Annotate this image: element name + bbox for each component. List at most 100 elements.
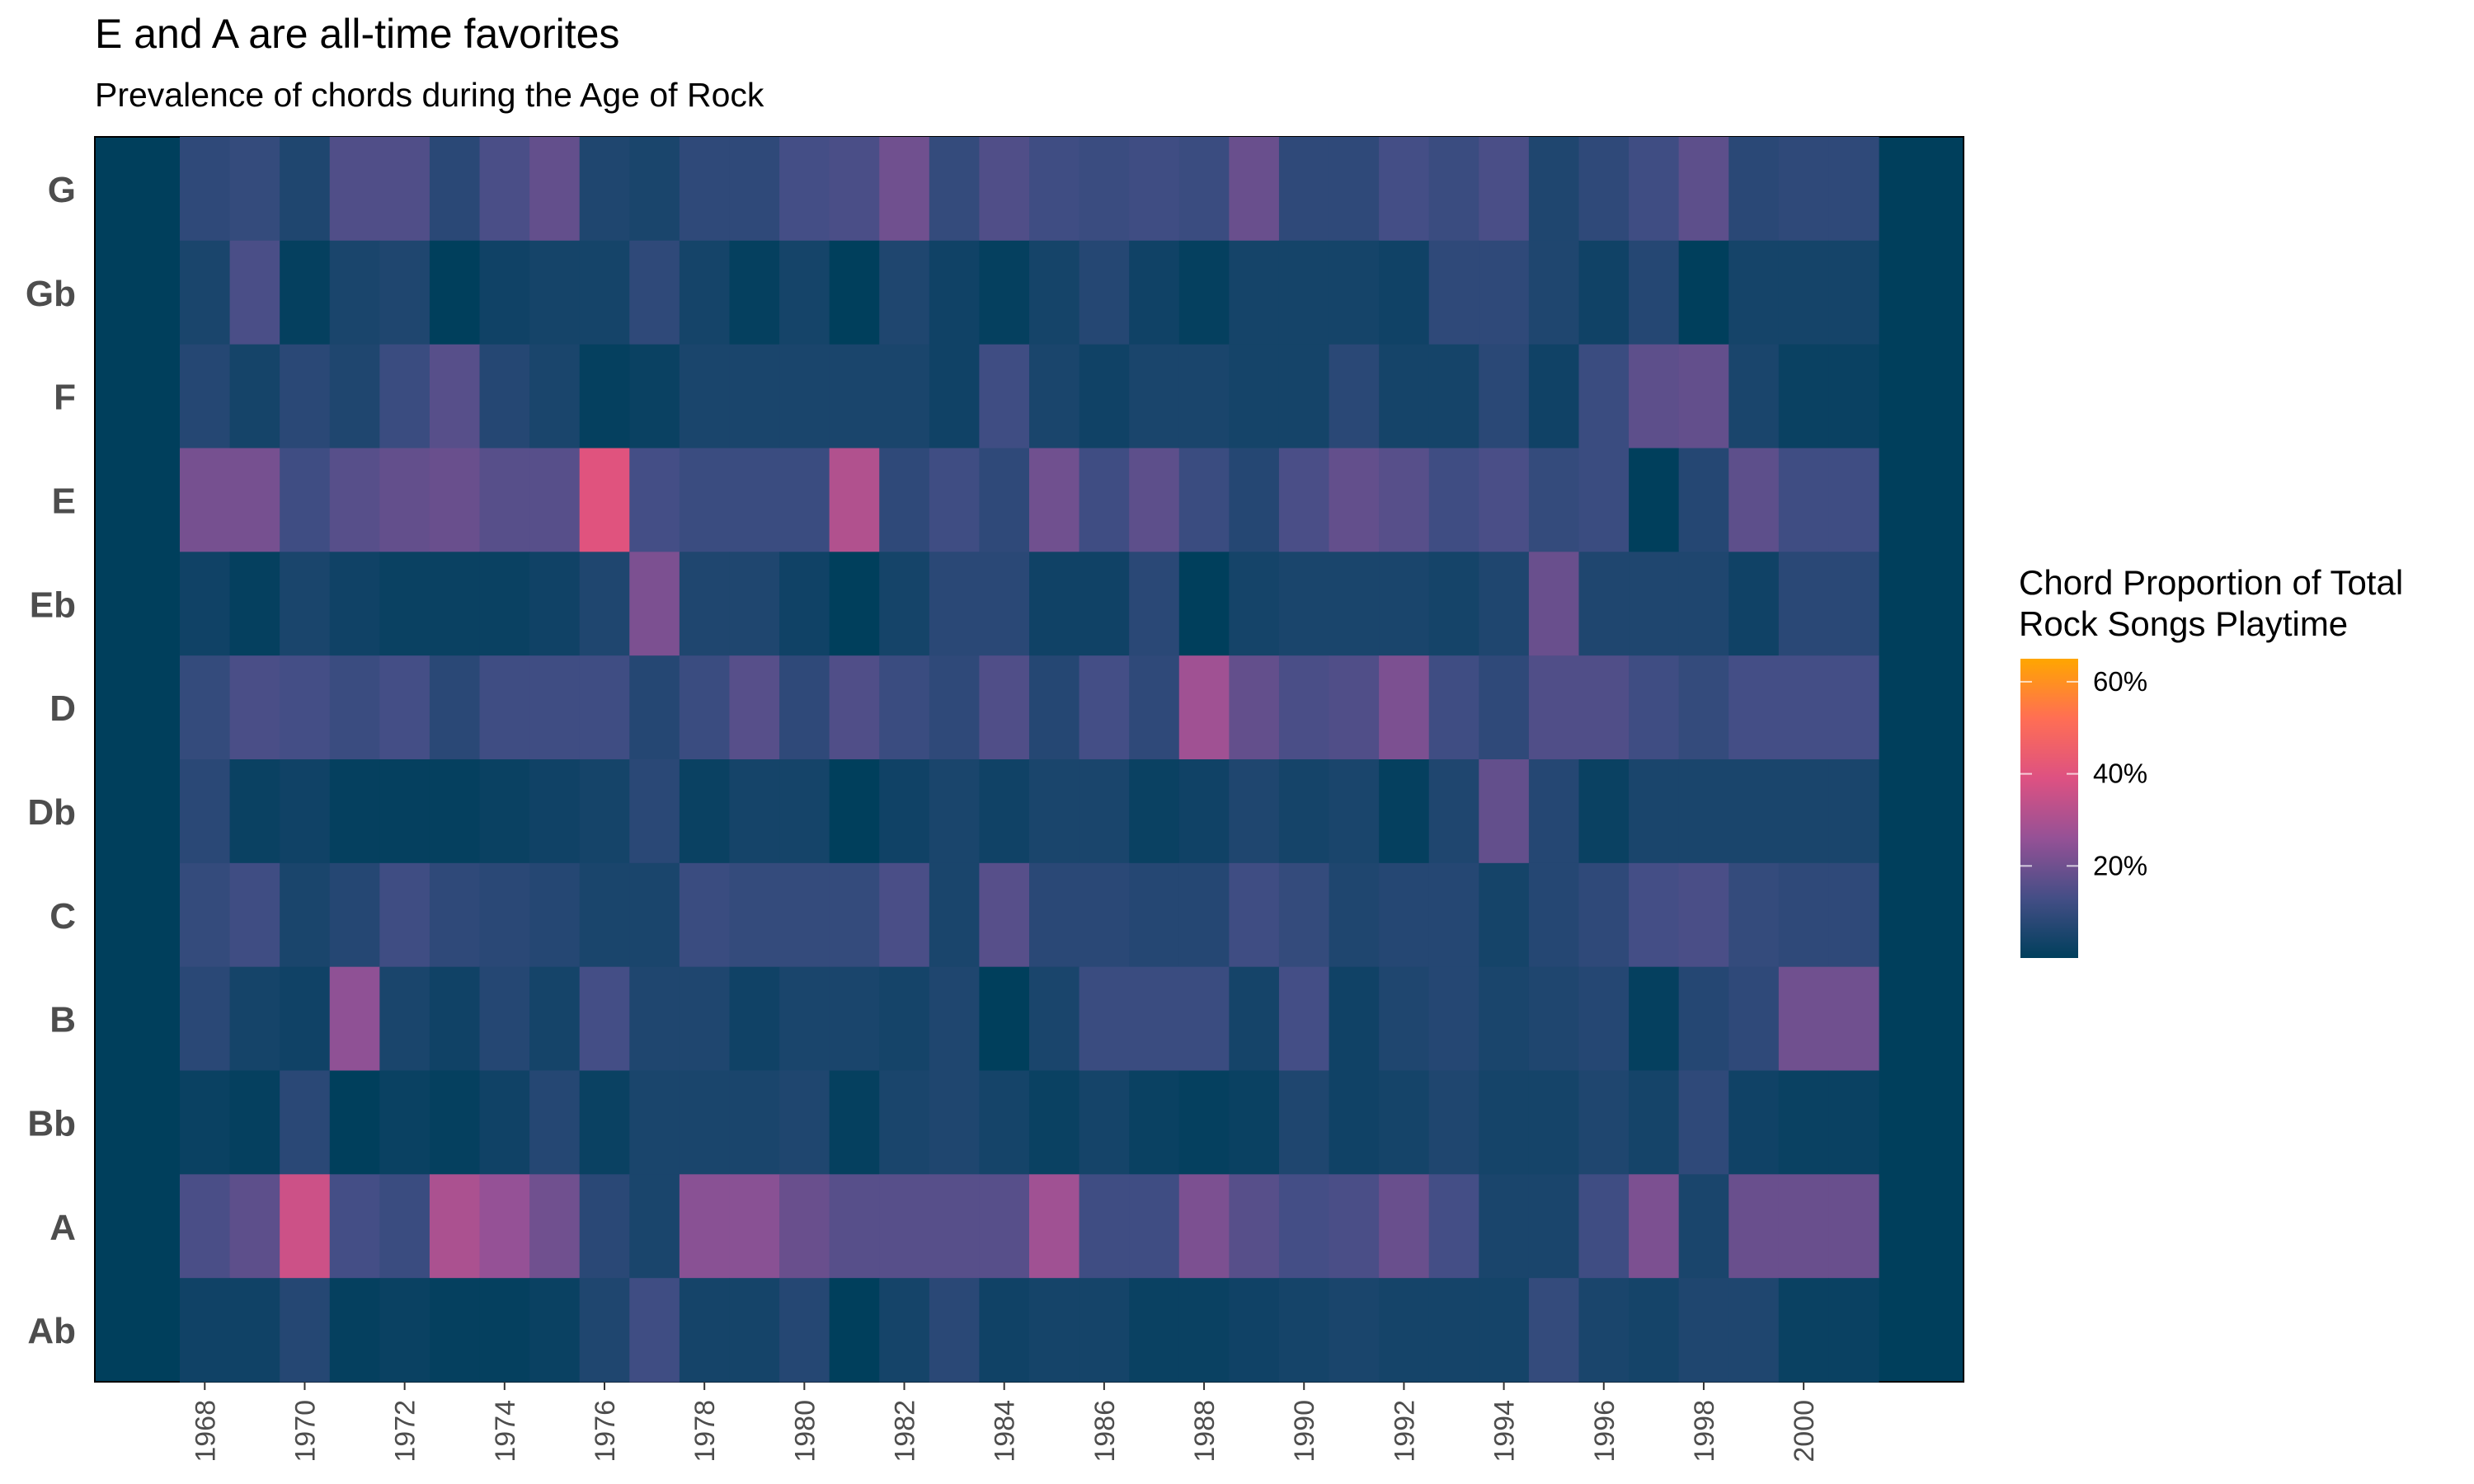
heatmap-cell-Ab-1989 <box>1229 1278 1280 1383</box>
heatmap-cell-Bb-1968 <box>180 1070 231 1175</box>
heatmap-cell-B-1977 <box>629 966 680 1072</box>
heatmap-cell-Ab-1990 <box>1278 1278 1330 1383</box>
x-tick-label-1996: 1996 <box>1589 1400 1620 1463</box>
heatmap-cell-B-1979 <box>729 966 780 1072</box>
heatmap-cell-B-1990 <box>1278 966 1330 1072</box>
heatmap-cell-F-1996 <box>1578 344 1630 449</box>
heatmap-cell-Db-1989 <box>1229 759 1280 864</box>
heatmap-cell-Bb-1996 <box>1578 1070 1630 1175</box>
heatmap-cell-G-1982 <box>879 137 930 242</box>
heatmap-cell-Db-1976 <box>579 759 630 864</box>
heatmap-cell-Eb-1998 <box>1678 552 1729 656</box>
heatmap-cell-Eb-1985 <box>1029 552 1080 656</box>
heatmap-cell-Ab-1993 <box>1428 1278 1479 1383</box>
heatmap-cell-C-2001 <box>1828 862 1879 968</box>
heatmap-cell-Ab-1973 <box>429 1278 481 1383</box>
heatmap-cell-E-1995 <box>1528 448 1580 552</box>
heatmap-cell-Db-2000 <box>1778 759 1830 864</box>
color-legend: Chord Proportion of Total Rock Songs Pla… <box>2019 563 2403 958</box>
heatmap-cell-Db-1971 <box>329 759 380 864</box>
heatmap-cell-B-1984 <box>979 966 1030 1072</box>
heatmap-cell-Ab-1971 <box>329 1278 380 1383</box>
heatmap-cell-E-1974 <box>479 448 530 552</box>
heatmap-cell-C-1974 <box>479 862 530 968</box>
heatmap-cell-Db-1999 <box>1729 759 1780 864</box>
heatmap-cell-F-1992 <box>1379 344 1430 449</box>
heatmap-cell-G-1999 <box>1729 137 1780 242</box>
heatmap-cell-Ab-2001 <box>1828 1278 1879 1383</box>
heatmap-cell-Eb-2001 <box>1828 552 1879 656</box>
heatmap-cell-B-1986 <box>1079 966 1130 1072</box>
heatmap-cell-Bb-1978 <box>679 1070 731 1175</box>
heatmap-cell-G-1980 <box>779 137 830 242</box>
heatmap-cell-Db-1969 <box>229 759 280 864</box>
heatmap-cell-C-1988 <box>1178 862 1230 968</box>
heatmap-cell-Ab-1976 <box>579 1278 630 1383</box>
heatmap-cell-B-1985 <box>1029 966 1080 1072</box>
heatmap-cell-A-1991 <box>1329 1174 1380 1279</box>
heatmap-cell-Bb-1988 <box>1178 1070 1230 1175</box>
heatmap-cell-G-1988 <box>1178 137 1230 242</box>
heatmap-cell-F-1999 <box>1729 344 1780 449</box>
heatmap-cell-A-1997 <box>1629 1174 1680 1279</box>
heatmap-cell-B-1980 <box>779 966 830 1072</box>
heatmap-cell-A-1981 <box>829 1174 880 1279</box>
heatmap-cell-Bb-1993 <box>1428 1070 1479 1175</box>
heatmap-cell-D-1974 <box>479 655 530 760</box>
heatmap-cell-Eb-1979 <box>729 552 780 656</box>
legend-tick-label-40: 40% <box>2093 758 2147 789</box>
heatmap-cell-C-1984 <box>979 862 1030 968</box>
heatmap-cell-Gb-1973 <box>429 240 481 345</box>
heatmap-cell-Db-1973 <box>429 759 481 864</box>
heatmap-cell-Eb-2000 <box>1778 552 1830 656</box>
heatmap-cell-E-1977 <box>629 448 680 552</box>
heatmap-cell-Ab-1974 <box>479 1278 530 1383</box>
heatmap-cell-E-1986 <box>1079 448 1130 552</box>
heatmap-cell-A-1995 <box>1528 1174 1580 1279</box>
heatmap-cell-C-1992 <box>1379 862 1430 968</box>
heatmap-cell-D-1995 <box>1528 655 1580 760</box>
y-tick-label-A: A <box>49 1207 76 1247</box>
y-axis-labels: G Gb F E Eb D Db C B Bb A Ab <box>26 170 76 1351</box>
heatmap-cell-Gb-1971 <box>329 240 380 345</box>
x-tick-label-1990: 1990 <box>1289 1400 1320 1463</box>
heatmap-cell-D-1972 <box>379 655 430 760</box>
heatmap-cell-E-1997 <box>1629 448 1680 552</box>
heatmap-cell-B-1971 <box>329 966 380 1072</box>
legend-title-line-2: Rock Songs Playtime <box>2019 604 2348 643</box>
heatmap-cell-A-1988 <box>1178 1174 1230 1279</box>
heatmap-cell-A-1989 <box>1229 1174 1280 1279</box>
heatmap-cell-A-2000 <box>1778 1174 1830 1279</box>
heatmap-cell-B-1987 <box>1129 966 1180 1072</box>
heatmap-cell-Db-1970 <box>280 759 331 864</box>
x-tick-label-2000: 2000 <box>1789 1400 1820 1463</box>
heatmap-cell-A-1983 <box>929 1174 981 1279</box>
heatmap-cell-B-1968 <box>180 966 231 1072</box>
heatmap-cell-F-2000 <box>1778 344 1830 449</box>
heatmap-cell-F-1989 <box>1229 344 1280 449</box>
heatmap-cell-Eb-1990 <box>1278 552 1330 656</box>
heatmap-cell-E-1993 <box>1428 448 1479 552</box>
heatmap-cell-Db-1978 <box>679 759 731 864</box>
heatmap-cell-C-1986 <box>1079 862 1130 968</box>
heatmap-cell-E-1982 <box>879 448 930 552</box>
heatmap-cell-F-1971 <box>329 344 380 449</box>
y-tick-label-B: B <box>49 1000 76 1040</box>
heatmap-cell-F-1998 <box>1678 344 1729 449</box>
heatmap-cell-Ab-1972 <box>379 1278 430 1383</box>
heatmap-cell-B-1996 <box>1578 966 1630 1072</box>
heatmap-cell-A-1996 <box>1578 1174 1630 1279</box>
heatmap-cell-G-2000 <box>1778 137 1830 242</box>
heatmap-cell-Bb-1974 <box>479 1070 530 1175</box>
heatmap-cell-D-1991 <box>1329 655 1380 760</box>
heatmap-cell-Ab-1968 <box>180 1278 231 1383</box>
heatmap-cell-Bb-1986 <box>1079 1070 1130 1175</box>
heatmap-cell-G-1986 <box>1079 137 1130 242</box>
heatmap-cell-E-1992 <box>1379 448 1430 552</box>
heatmap-cell-Db-1985 <box>1029 759 1080 864</box>
heatmap-cell-Bb-1983 <box>929 1070 981 1175</box>
heatmap-cell-Bb-1975 <box>529 1070 581 1175</box>
heatmap-cell-Eb-1969 <box>229 552 280 656</box>
heatmap-cell-B-1993 <box>1428 966 1479 1072</box>
heatmap-cell-D-2001 <box>1828 655 1879 760</box>
